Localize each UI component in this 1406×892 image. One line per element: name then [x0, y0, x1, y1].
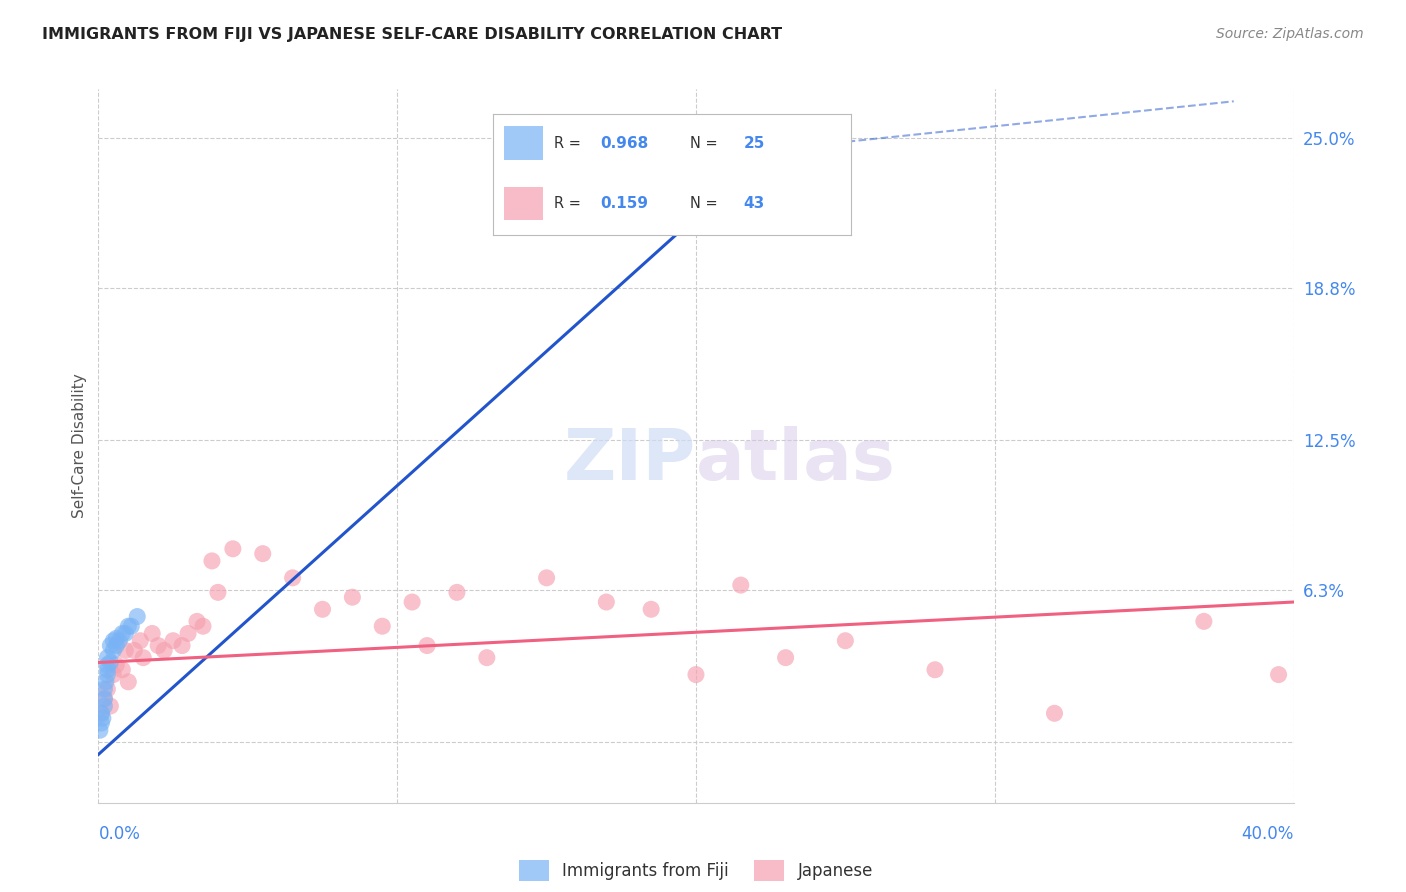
Point [1267, 667, 1289, 681]
Point [114, 626, 136, 640]
Point [685, 667, 707, 681]
Point [416, 639, 439, 653]
Point [108, 633, 131, 648]
Point [90, 706, 112, 721]
Point [93, 682, 115, 697]
Point [105, 657, 128, 672]
Point [371, 619, 394, 633]
Point [117, 619, 139, 633]
Point [103, 643, 125, 657]
Point [191, 619, 214, 633]
Point [475, 650, 498, 665]
Text: atlas: atlas [696, 425, 896, 495]
Point [162, 633, 184, 648]
Point [186, 615, 208, 629]
Point [834, 633, 856, 648]
Point [111, 626, 134, 640]
Point [141, 626, 163, 640]
Point [924, 663, 946, 677]
Point [93, 691, 115, 706]
Point [640, 602, 662, 616]
Legend: Immigrants from Fiji, Japanese: Immigrants from Fiji, Japanese [512, 854, 880, 888]
Text: IMMIGRANTS FROM FIJI VS JAPANESE SELF-CARE DISABILITY CORRELATION CHART: IMMIGRANTS FROM FIJI VS JAPANESE SELF-CA… [42, 27, 782, 42]
Point [207, 585, 229, 599]
Point [446, 585, 468, 599]
Point [96, 667, 118, 681]
Point [148, 639, 170, 653]
Point [96, 657, 118, 672]
Point [730, 578, 752, 592]
Point [105, 632, 128, 646]
Text: ZIP: ZIP [564, 425, 696, 495]
Point [595, 595, 617, 609]
Point [117, 674, 139, 689]
Point [103, 633, 125, 648]
Point [100, 639, 122, 653]
Point [105, 639, 128, 653]
Point [111, 663, 134, 677]
Point [311, 602, 333, 616]
Text: 40.0%: 40.0% [1241, 825, 1294, 843]
Point [775, 650, 797, 665]
Point [124, 643, 146, 657]
Point [281, 571, 304, 585]
Point [114, 643, 136, 657]
Point [177, 626, 200, 640]
Text: 0.0%: 0.0% [98, 825, 141, 843]
Text: Source: ZipAtlas.com: Source: ZipAtlas.com [1216, 27, 1364, 41]
Point [96, 663, 118, 677]
Point [252, 547, 274, 561]
Point [100, 699, 122, 714]
Point [127, 609, 149, 624]
Point [103, 667, 125, 681]
Point [89, 723, 111, 738]
Point [100, 656, 122, 670]
Point [94, 674, 117, 689]
Point [201, 554, 224, 568]
Point [536, 571, 558, 585]
Point [1043, 706, 1066, 721]
Point [93, 691, 115, 706]
Point [222, 541, 245, 556]
Point [90, 706, 112, 721]
Point [1192, 615, 1215, 629]
Point [91, 711, 114, 725]
Point [172, 639, 194, 653]
Point [153, 643, 176, 657]
Point [96, 650, 118, 665]
Point [342, 590, 364, 604]
Point [129, 633, 152, 648]
Y-axis label: Self-Care Disability: Self-Care Disability [72, 374, 87, 518]
Point [401, 595, 423, 609]
Point [93, 699, 115, 714]
Point [120, 619, 142, 633]
Point [669, 215, 692, 229]
Point [96, 682, 118, 697]
Point [132, 650, 155, 665]
Point [90, 716, 112, 731]
